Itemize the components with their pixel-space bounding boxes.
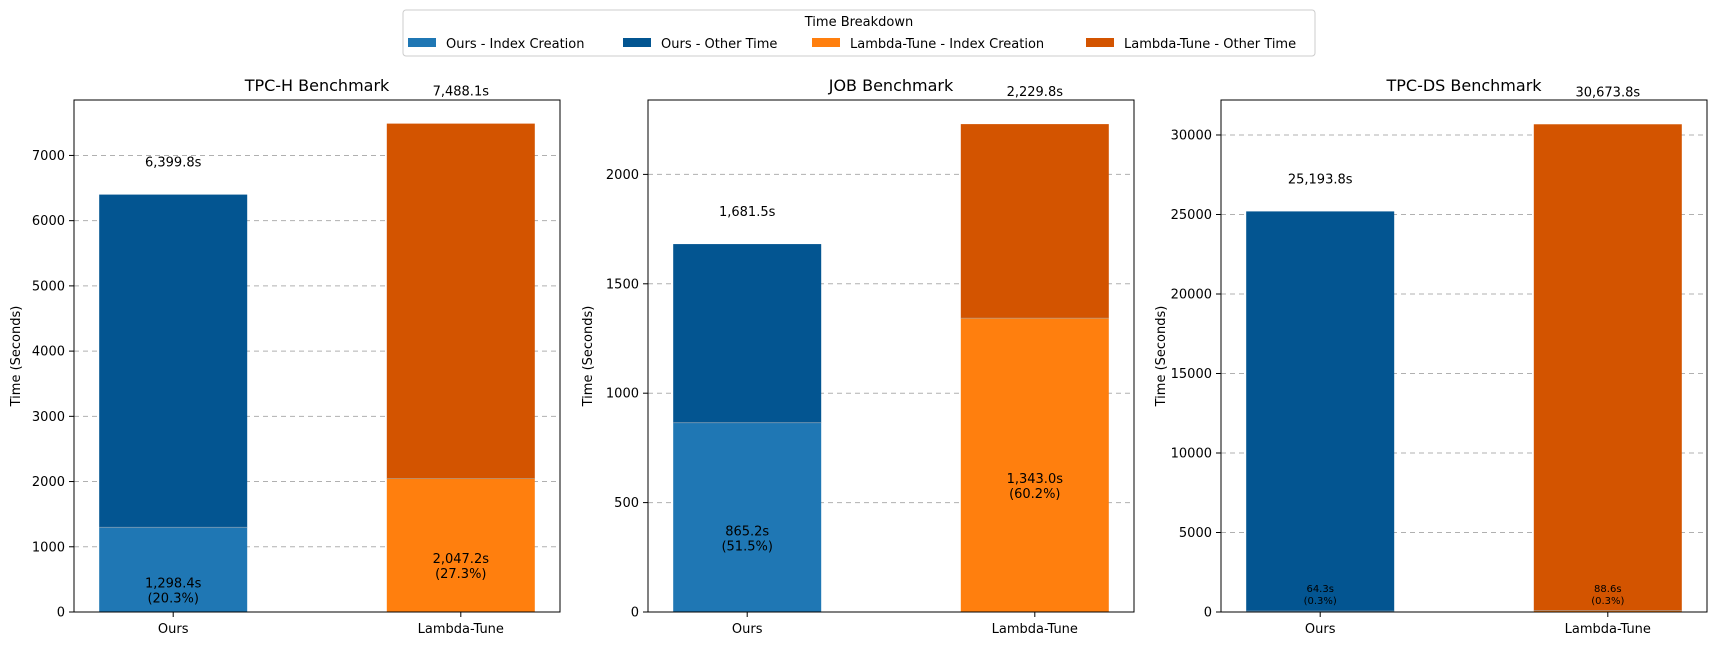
y-tick-label: 1000 (606, 387, 639, 402)
chart-tpch: 6,399.8s 1,298.4s (20.3%) Ours 7,488.1s 2,047… (9, 76, 561, 637)
y-tick-label: 10000 (1171, 446, 1212, 461)
index-label-percent: (20.3%) (147, 592, 198, 607)
index-label-ours: 865.2s (51.5%) (721, 524, 772, 554)
x-tick-label-ours: Ours (158, 622, 189, 637)
y-tick-label: 5000 (32, 279, 65, 294)
index-label-time: 1,343.0s (1007, 472, 1064, 487)
bar-lambda-tune-other-time (386, 123, 535, 479)
index-label-time: 88.6s (1594, 584, 1621, 595)
chart-title: TPC-H Benchmark (244, 76, 390, 95)
axes-frame (647, 99, 1135, 613)
axes-frame (73, 99, 561, 613)
y-tick-label: 2000 (606, 168, 639, 183)
bar-ours-other-time (1246, 211, 1395, 611)
y-tick-label: 1500 (606, 277, 639, 292)
y-tick-label: 3000 (32, 410, 65, 425)
bar-lambda-tune-index-creation (960, 318, 1109, 612)
y-axis-label: Time (Seconds) (9, 306, 24, 408)
total-label-ours: 25,193.8s (1288, 172, 1353, 187)
index-label-percent: (60.2%) (1009, 487, 1060, 502)
chart-panels: 6,399.8s 1,298.4s (20.3%) Ours 7,488.1s 2,047… (9, 76, 1708, 637)
y-tick-label: 30000 (1171, 128, 1212, 143)
index-label-time: 64.3s (1306, 584, 1333, 595)
y-tick-label: 0 (57, 606, 65, 621)
bar-ours-index-creation (1246, 610, 1395, 612)
index-label-lambda-tune: 2,047.2s (27.3%) (433, 552, 490, 582)
y-tick-label: 0 (1204, 606, 1212, 621)
bar-lambda-tune-other-time (960, 124, 1109, 319)
x-tick-label-lambda-tune: Lambda-Tune (992, 622, 1078, 637)
x-tick-label-lambda-tune: Lambda-Tune (1565, 622, 1651, 637)
legend-label-ours-index: Ours - Index Creation (446, 37, 584, 52)
x-tick-label-ours: Ours (1305, 622, 1336, 637)
y-tick-label: 4000 (32, 345, 65, 360)
bar-ours-other-time (673, 244, 822, 423)
x-tick-label-lambda-tune: Lambda-Tune (418, 622, 504, 637)
index-label-time: 1,298.4s (145, 577, 202, 592)
index-label-lambda-tune: 1,343.0s (60.2%) (1007, 472, 1064, 502)
legend-label-lambda-index: Lambda-Tune - Index Creation (850, 37, 1044, 52)
chart-job: 1,681.5s 865.2s (51.5%) Ours 2,229.8s 1,343.0… (581, 76, 1135, 637)
bar-lambda-tune-other-time (1533, 124, 1682, 611)
bar-ours-index-creation (99, 527, 248, 612)
legend-title: Time Breakdown (804, 15, 914, 30)
y-tick-label: 25000 (1171, 208, 1212, 223)
x-tick-label-ours: Ours (732, 622, 763, 637)
y-axis-label: Time (Seconds) (581, 306, 596, 408)
y-tick-label: 6000 (32, 214, 65, 229)
axes-frame (1220, 99, 1708, 613)
total-label-lambda-tune: 7,488.1s (433, 85, 490, 100)
legend-swatch-ours-other (623, 38, 651, 47)
index-label-ours: 64.3s (0.3%) (1304, 584, 1337, 607)
bar-lambda-tune-index-creation (386, 478, 535, 612)
y-tick-label: 15000 (1171, 367, 1212, 382)
y-tick-label: 20000 (1171, 287, 1212, 302)
bar-lambda-tune-index-creation (1533, 610, 1682, 612)
y-tick-label: 0 (631, 606, 639, 621)
index-label-time: 865.2s (725, 524, 769, 539)
total-label-ours: 6,399.8s (145, 156, 202, 171)
y-tick-label: 500 (614, 496, 639, 511)
chart-title: TPC-DS Benchmark (1385, 76, 1542, 95)
legend-swatch-lambda-other (1086, 38, 1114, 47)
index-label-percent: (51.5%) (721, 539, 772, 554)
legend-label-ours-other: Ours - Other Time (661, 37, 777, 52)
legend-swatch-ours-index (408, 38, 436, 47)
y-axis-label: Time (Seconds) (1154, 306, 1169, 408)
y-tick-label: 2000 (32, 475, 65, 490)
total-label-lambda-tune: 2,229.8s (1007, 85, 1064, 100)
y-tick-label: 5000 (1179, 526, 1212, 541)
total-label-ours: 1,681.5s (719, 205, 776, 220)
chart-title: JOB Benchmark (828, 76, 954, 95)
legend: Time Breakdown Ours - Index Creation Our… (402, 9, 1316, 57)
index-label-percent: (0.3%) (1591, 596, 1624, 607)
index-label-lambda-tune: 88.6s (0.3%) (1591, 584, 1624, 607)
index-label-percent: (0.3%) (1304, 596, 1337, 607)
index-label-time: 2,047.2s (433, 552, 490, 567)
index-label-percent: (27.3%) (435, 567, 486, 582)
legend-swatch-lambda-index (812, 38, 840, 47)
y-tick-label: 7000 (32, 149, 65, 164)
bar-ours-other-time (99, 194, 248, 528)
y-tick-label: 1000 (32, 540, 65, 555)
bar-ours-index-creation (673, 422, 822, 612)
total-label-lambda-tune: 30,673.8s (1575, 85, 1640, 100)
legend-label-lambda-other: Lambda-Tune - Other Time (1124, 37, 1296, 52)
index-label-ours: 1,298.4s (20.3%) (145, 577, 202, 607)
